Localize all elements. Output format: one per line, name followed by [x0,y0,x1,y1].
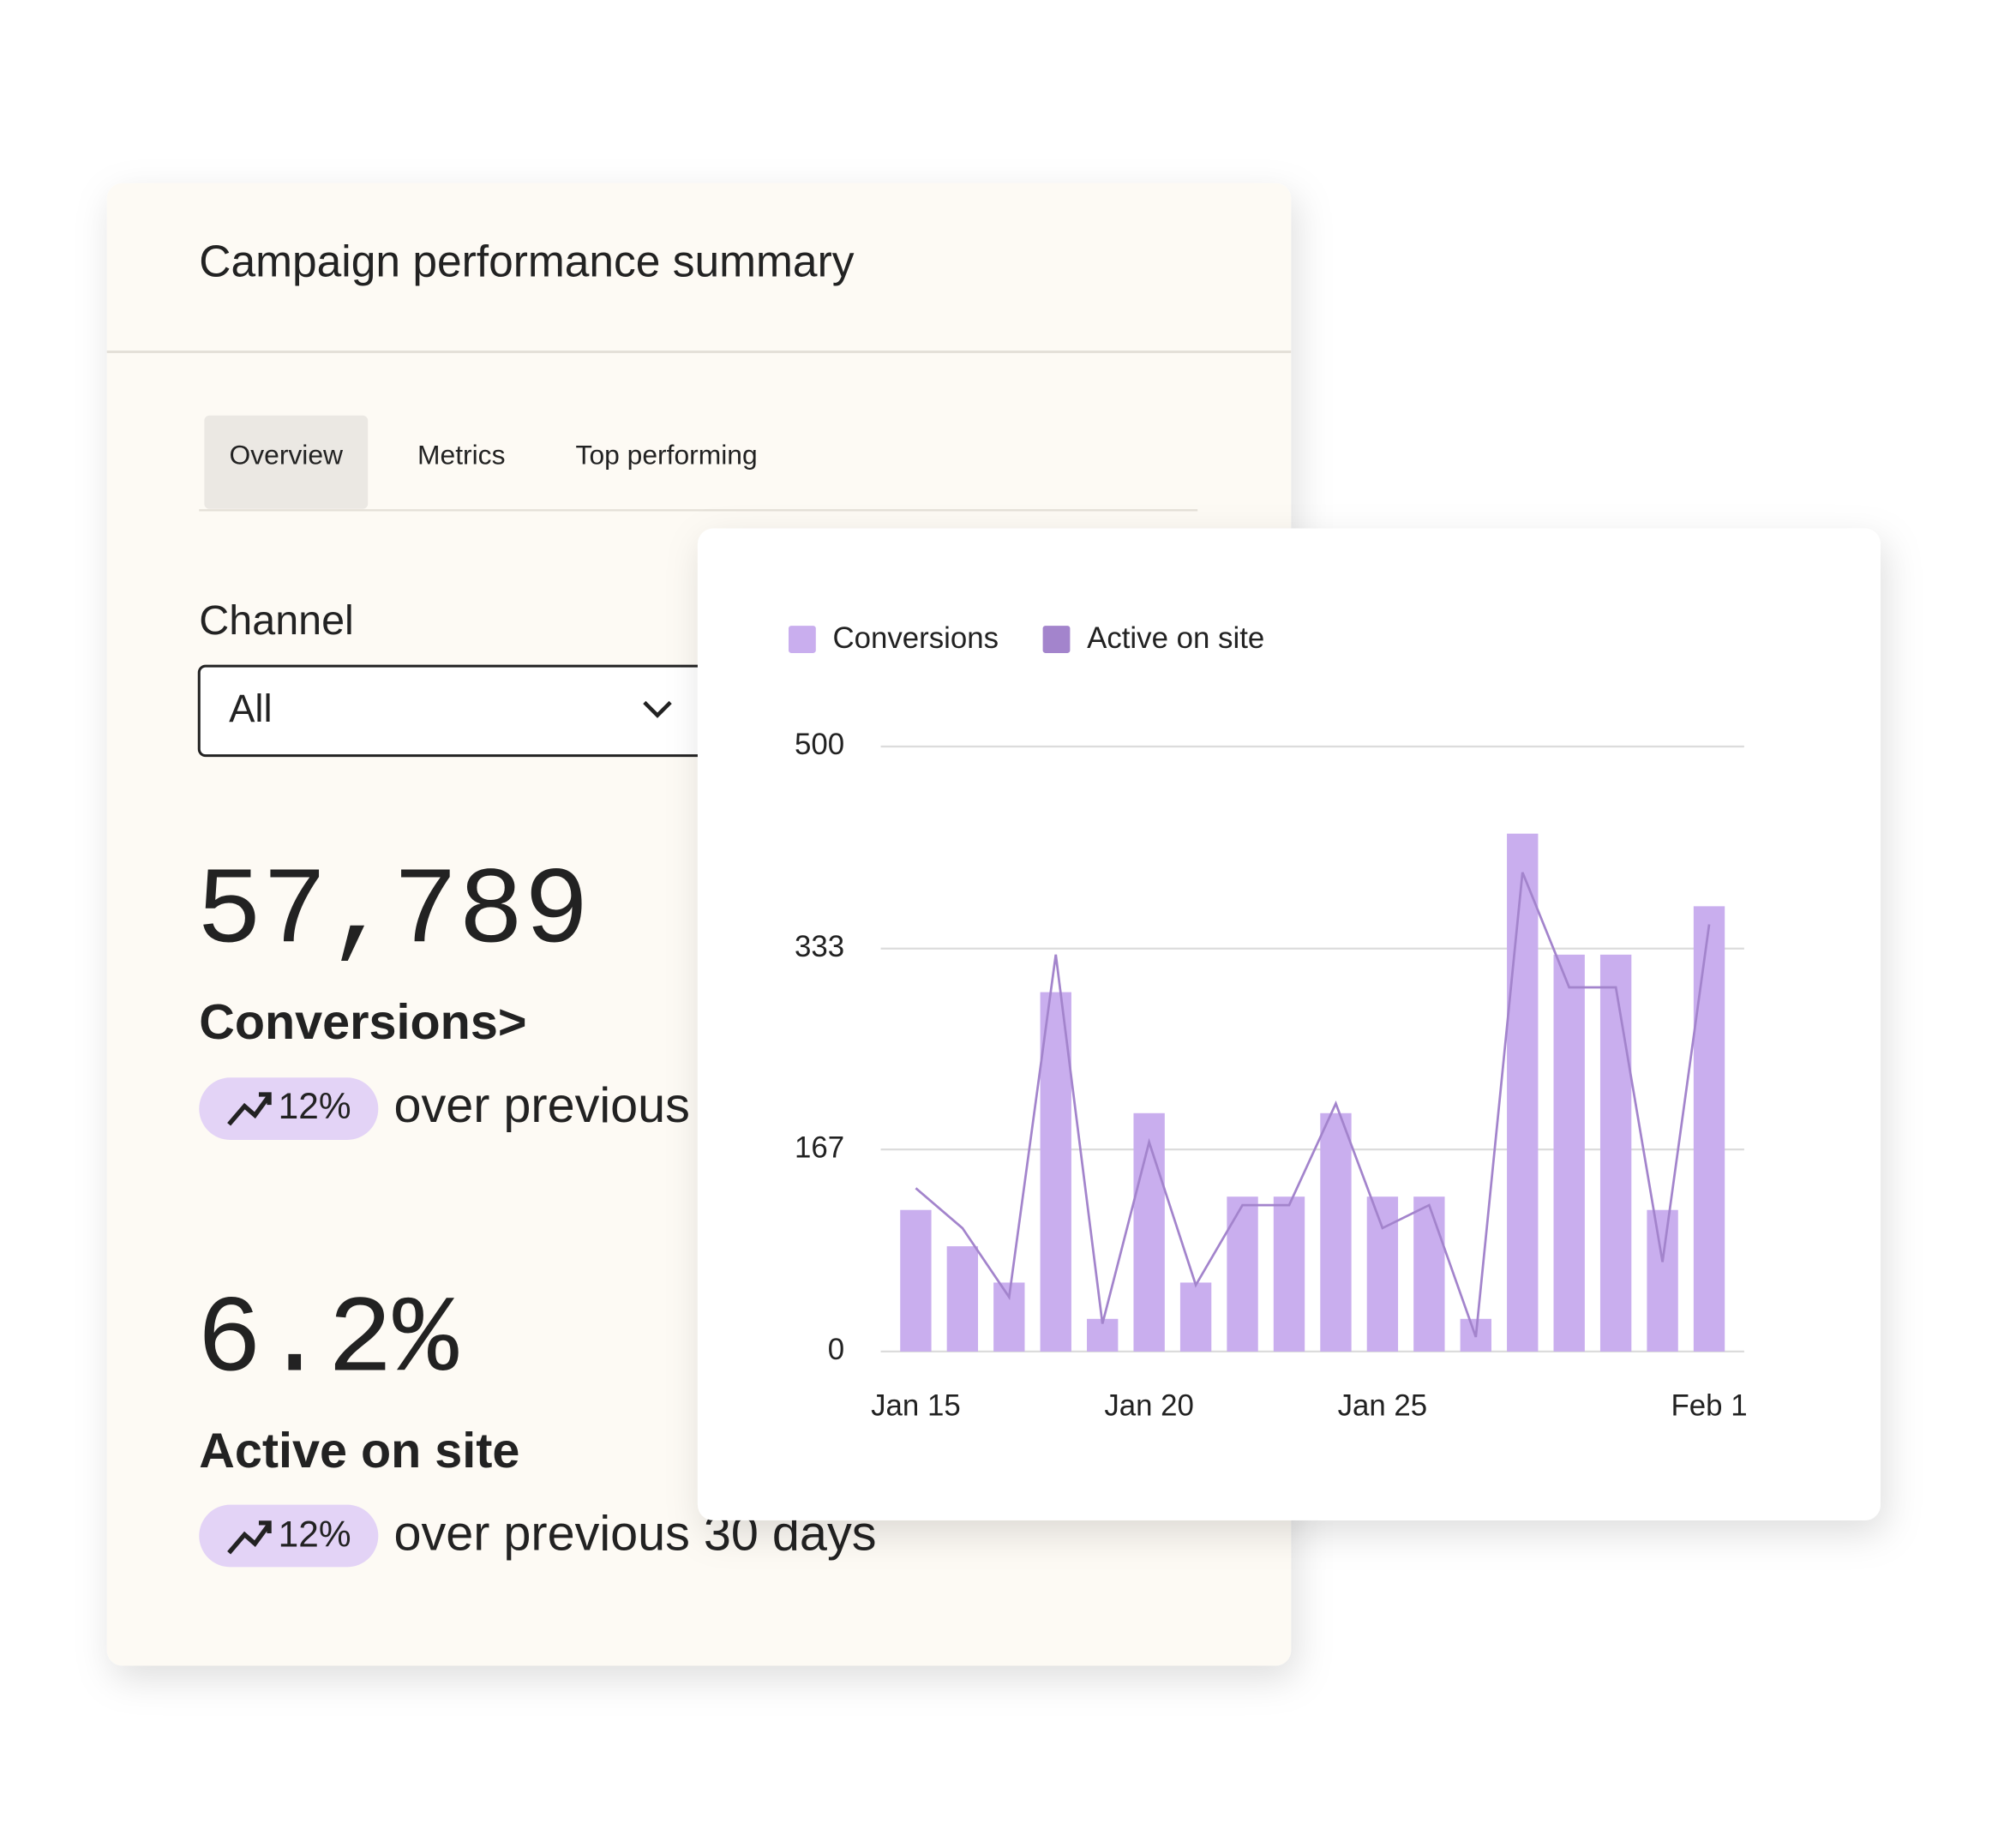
x-tick-label: Jan 25 [1338,1388,1428,1422]
chart-card: Conversions Active on site 0 167 333 500 Jan 1… [697,528,1881,1520]
bar [946,1246,979,1352]
bar [1087,1318,1119,1352]
metric-label[interactable]: Conversions> [199,995,526,1050]
y-tick-label: 333 [795,930,844,963]
bar [1227,1196,1258,1352]
tab[interactable]: Overview [230,440,345,471]
trend-icon [227,1092,272,1126]
tab[interactable]: Metrics [417,440,505,471]
metric-value: 6.2% [196,1280,459,1403]
bar [1599,954,1632,1352]
bar [900,1209,932,1352]
card-title: Campaign performance summary [199,237,854,286]
select-value: All [229,687,273,730]
metric-value: 57,789 [196,852,589,975]
change-pill [199,1504,379,1568]
metric-label: Active on site [199,1424,519,1478]
change: 12% [279,1514,351,1555]
tab[interactable]: Top performing [576,440,758,471]
legend-swatch [1042,626,1071,653]
bar [1179,1282,1212,1352]
bar [1040,992,1071,1352]
chevron [643,700,672,718]
y-tick-label: 0 [828,1333,844,1366]
legend-label: Active on site [1087,621,1264,655]
bar [1647,1209,1678,1352]
bar [1133,1112,1165,1352]
bar [1507,833,1539,1352]
filter-label: Channel [199,597,354,644]
bar [1413,1196,1445,1352]
x-tick-label: Jan 15 [871,1388,961,1422]
change: 12% [279,1086,351,1126]
trend-icon [227,1520,272,1555]
legend-label: Conversions [833,621,999,655]
bar [1553,954,1585,1352]
tab-active-bg [204,415,369,509]
legend-swatch [788,626,816,653]
x-tick-label: Jan 20 [1104,1388,1194,1422]
change-pill [199,1077,379,1141]
y-tick-label: 167 [795,1130,844,1164]
bar [1366,1196,1399,1352]
bar [1320,1112,1352,1352]
y-tick-label: 500 [795,728,844,761]
bar [1693,906,1725,1352]
x-tick-label: Feb 1 [1671,1388,1748,1422]
bar [1273,1196,1305,1352]
line [915,872,1711,1338]
